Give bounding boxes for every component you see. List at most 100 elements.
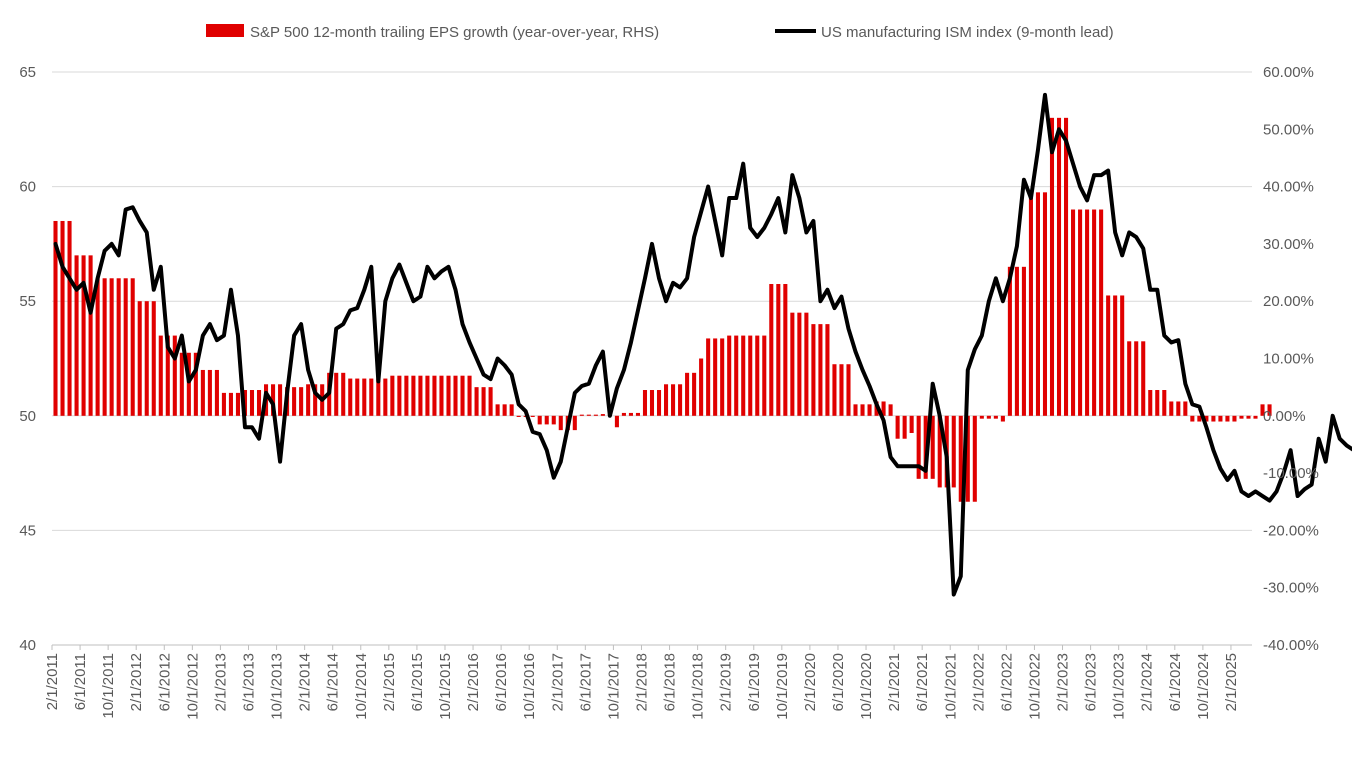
eps-bar [1155,390,1160,416]
right-tick-label: 0.00% [1263,408,1306,425]
right-tick-label: -10.00% [1263,465,1319,482]
eps-bar [74,255,79,416]
x-tick-label: 2/1/2021 [886,653,903,711]
eps-bar [299,387,304,416]
legend: S&P 500 12-month trailing EPS growth (ye… [206,24,1114,41]
eps-bar [200,369,205,416]
eps-bar [853,404,858,416]
x-tick-label: 2/1/2016 [465,653,482,711]
x-tick-label: 2/1/2018 [633,653,650,711]
eps-bar [411,375,416,416]
eps-bar [1225,415,1230,422]
eps-bar [769,284,774,416]
eps-bar [790,312,795,416]
eps-bar [362,378,367,416]
eps-bar [67,220,72,416]
right-tick-label: -20.00% [1263,522,1319,539]
x-tick-label: 2/1/2023 [1055,653,1072,711]
eps-bar [909,415,914,433]
x-tick-label: 2/1/2022 [970,653,987,711]
eps-bar [860,404,865,416]
eps-bar [635,412,640,416]
eps-bar-series [53,117,1272,502]
eps-bar [1021,266,1026,416]
x-tick-label: 2/1/2025 [1223,653,1240,711]
eps-bar [972,415,977,502]
eps-bar [60,220,65,416]
right-tick-label: 10.00% [1263,351,1314,368]
eps-bar [846,364,851,416]
eps-bar [1197,415,1202,422]
eps-bar [1176,401,1181,416]
x-tick-label: 10/1/2016 [521,653,538,720]
x-tick-label: 6/1/2016 [493,653,510,711]
left-tick-label: 65 [19,64,36,81]
x-tick-label: 10/1/2024 [1195,653,1212,720]
legend-line-label: US manufacturing ISM index (9-month lead… [821,24,1114,41]
eps-bar [193,352,198,416]
eps-bar [649,390,655,416]
eps-bar [551,415,556,425]
left-tick-label: 60 [19,179,36,196]
eps-bar [1239,415,1244,419]
eps-bar [151,301,156,416]
eps-bar [1162,390,1167,416]
eps-bar [537,415,542,425]
eps-bar [341,372,346,416]
x-tick-label: 2/1/2013 [212,653,229,711]
x-tick-label: 10/1/2017 [605,653,622,720]
eps-bar [1127,341,1132,416]
eps-bar [88,255,93,416]
x-tick-label: 6/1/2012 [156,653,173,711]
eps-bar [53,220,58,416]
x-tick-label: 2/1/2024 [1139,653,1156,711]
eps-bar [1169,401,1174,416]
eps-bar [235,392,240,416]
eps-bar [888,404,893,416]
eps-bar [1099,209,1104,416]
eps-bar [1211,415,1216,422]
eps-bar [1267,404,1272,416]
eps-bar [986,415,991,419]
eps-bar [207,369,212,416]
eps-bar [713,338,718,416]
eps-bar [481,387,486,416]
eps-bar [165,335,170,416]
x-tick-label: 6/1/2014 [325,653,342,711]
x-tick-label: 2/1/2017 [549,653,566,711]
legend-bar-swatch [206,24,244,37]
eps-bar [544,415,549,425]
x-tick-label: 6/1/2020 [830,653,847,711]
axes: 40 45 50 55 60 65 -40.00% -30.00% -20.00% -10.00%… [19,64,1319,720]
eps-bar [1078,209,1083,416]
eps-bar [951,415,956,488]
eps-bar [664,384,669,416]
ism-line-series [53,92,1352,597]
eps-bar [432,375,437,416]
x-tick-label: 6/1/2013 [240,653,257,711]
eps-bar [1000,415,1005,422]
eps-bar [776,284,781,416]
left-tick-label: 50 [19,408,36,425]
eps-bar [1092,209,1097,416]
eps-bar [453,375,458,416]
eps-bar [158,335,163,416]
right-tick-label: 60.00% [1263,64,1314,81]
eps-bar [804,312,809,416]
eps-bar [488,387,493,416]
eps-bar [579,414,584,416]
x-tick-label: 6/1/2019 [746,653,763,711]
eps-bar [958,415,963,502]
eps-bar [720,338,725,416]
eps-bar [839,364,844,416]
x-tick-label: 2/1/2015 [381,653,398,711]
eps-bar [930,415,935,479]
eps-bar [692,372,697,416]
eps-bar [376,378,381,416]
eps-bar [1106,295,1111,416]
x-tick-label: 6/1/2024 [1167,653,1184,711]
eps-bar [902,415,907,439]
eps-bar [1007,266,1012,416]
x-tick-label: 10/1/2011 [100,653,117,719]
x-tick-label: 10/1/2020 [858,653,875,720]
